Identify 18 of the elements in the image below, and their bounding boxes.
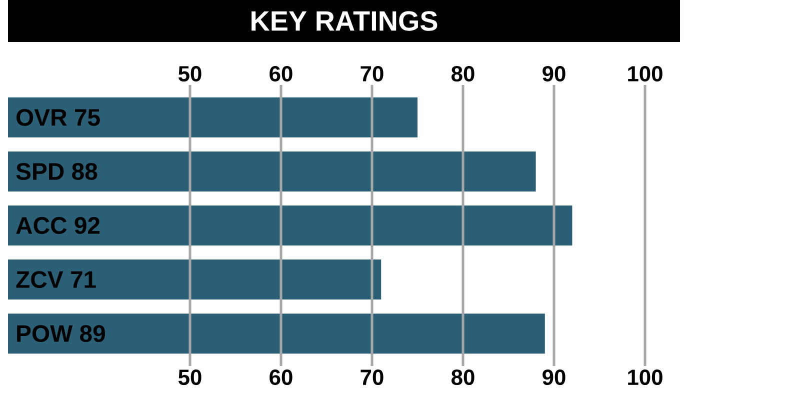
x-tick-label: 80 [452, 66, 474, 82]
y-tick-label: ZCV 71 [16, 271, 96, 288]
y-tick-label: POW 89 [17, 325, 105, 342]
x2-tick-label: 100 [628, 370, 662, 386]
y-tick-label: SPD 88 [16, 163, 98, 180]
x-tick-label: 90 [542, 66, 566, 82]
x-tick-label: 100 [628, 66, 662, 82]
x2-tick-label: 80 [452, 370, 474, 386]
x-tick-label: 70 [360, 66, 384, 82]
x2-tick-label: 60 [270, 370, 292, 386]
x2-tick-label: 70 [360, 370, 384, 386]
x2-tick-label: 90 [542, 370, 566, 386]
chart-title: KEY RATINGS [252, 11, 438, 31]
y-tick-label: OVR 75 [16, 108, 100, 126]
x-tick-label: 50 [178, 66, 202, 82]
y-tick-label: ACC 92 [16, 217, 100, 234]
x-tick-label: 60 [270, 66, 292, 82]
x2-tick-label: 50 [178, 370, 202, 386]
